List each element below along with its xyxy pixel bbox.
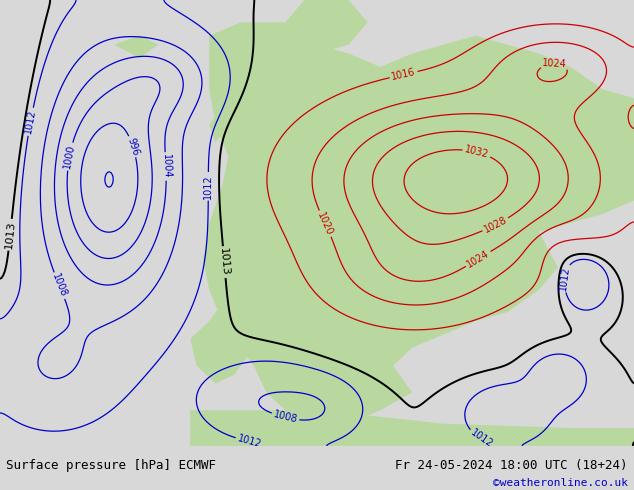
Text: 996: 996 (126, 136, 140, 157)
Polygon shape (114, 36, 158, 58)
Polygon shape (285, 0, 368, 53)
Text: 1032: 1032 (463, 144, 490, 160)
Text: 1024: 1024 (465, 248, 491, 270)
Text: 1013: 1013 (218, 248, 230, 276)
Text: 1028: 1028 (482, 215, 508, 235)
Polygon shape (190, 410, 634, 446)
Text: 1008: 1008 (272, 410, 299, 425)
Text: 1012: 1012 (469, 428, 495, 450)
Text: 1020: 1020 (316, 210, 335, 237)
Text: 1000: 1000 (62, 144, 77, 170)
Text: 1012: 1012 (236, 434, 262, 450)
Text: 1013: 1013 (4, 220, 16, 249)
Text: 1012: 1012 (23, 109, 37, 135)
Text: 1016: 1016 (391, 67, 417, 82)
Text: 1012: 1012 (204, 174, 214, 198)
Polygon shape (203, 22, 634, 423)
Text: Fr 24-05-2024 18:00 UTC (18+24): Fr 24-05-2024 18:00 UTC (18+24) (395, 459, 628, 472)
Text: 1012: 1012 (559, 266, 571, 291)
Text: 1004: 1004 (160, 154, 171, 179)
Text: 1008: 1008 (50, 272, 68, 299)
Text: ©weatheronline.co.uk: ©weatheronline.co.uk (493, 478, 628, 488)
Text: 1024: 1024 (542, 58, 567, 70)
Polygon shape (209, 98, 241, 143)
Text: Surface pressure [hPa] ECMWF: Surface pressure [hPa] ECMWF (6, 459, 216, 472)
Polygon shape (190, 290, 254, 384)
